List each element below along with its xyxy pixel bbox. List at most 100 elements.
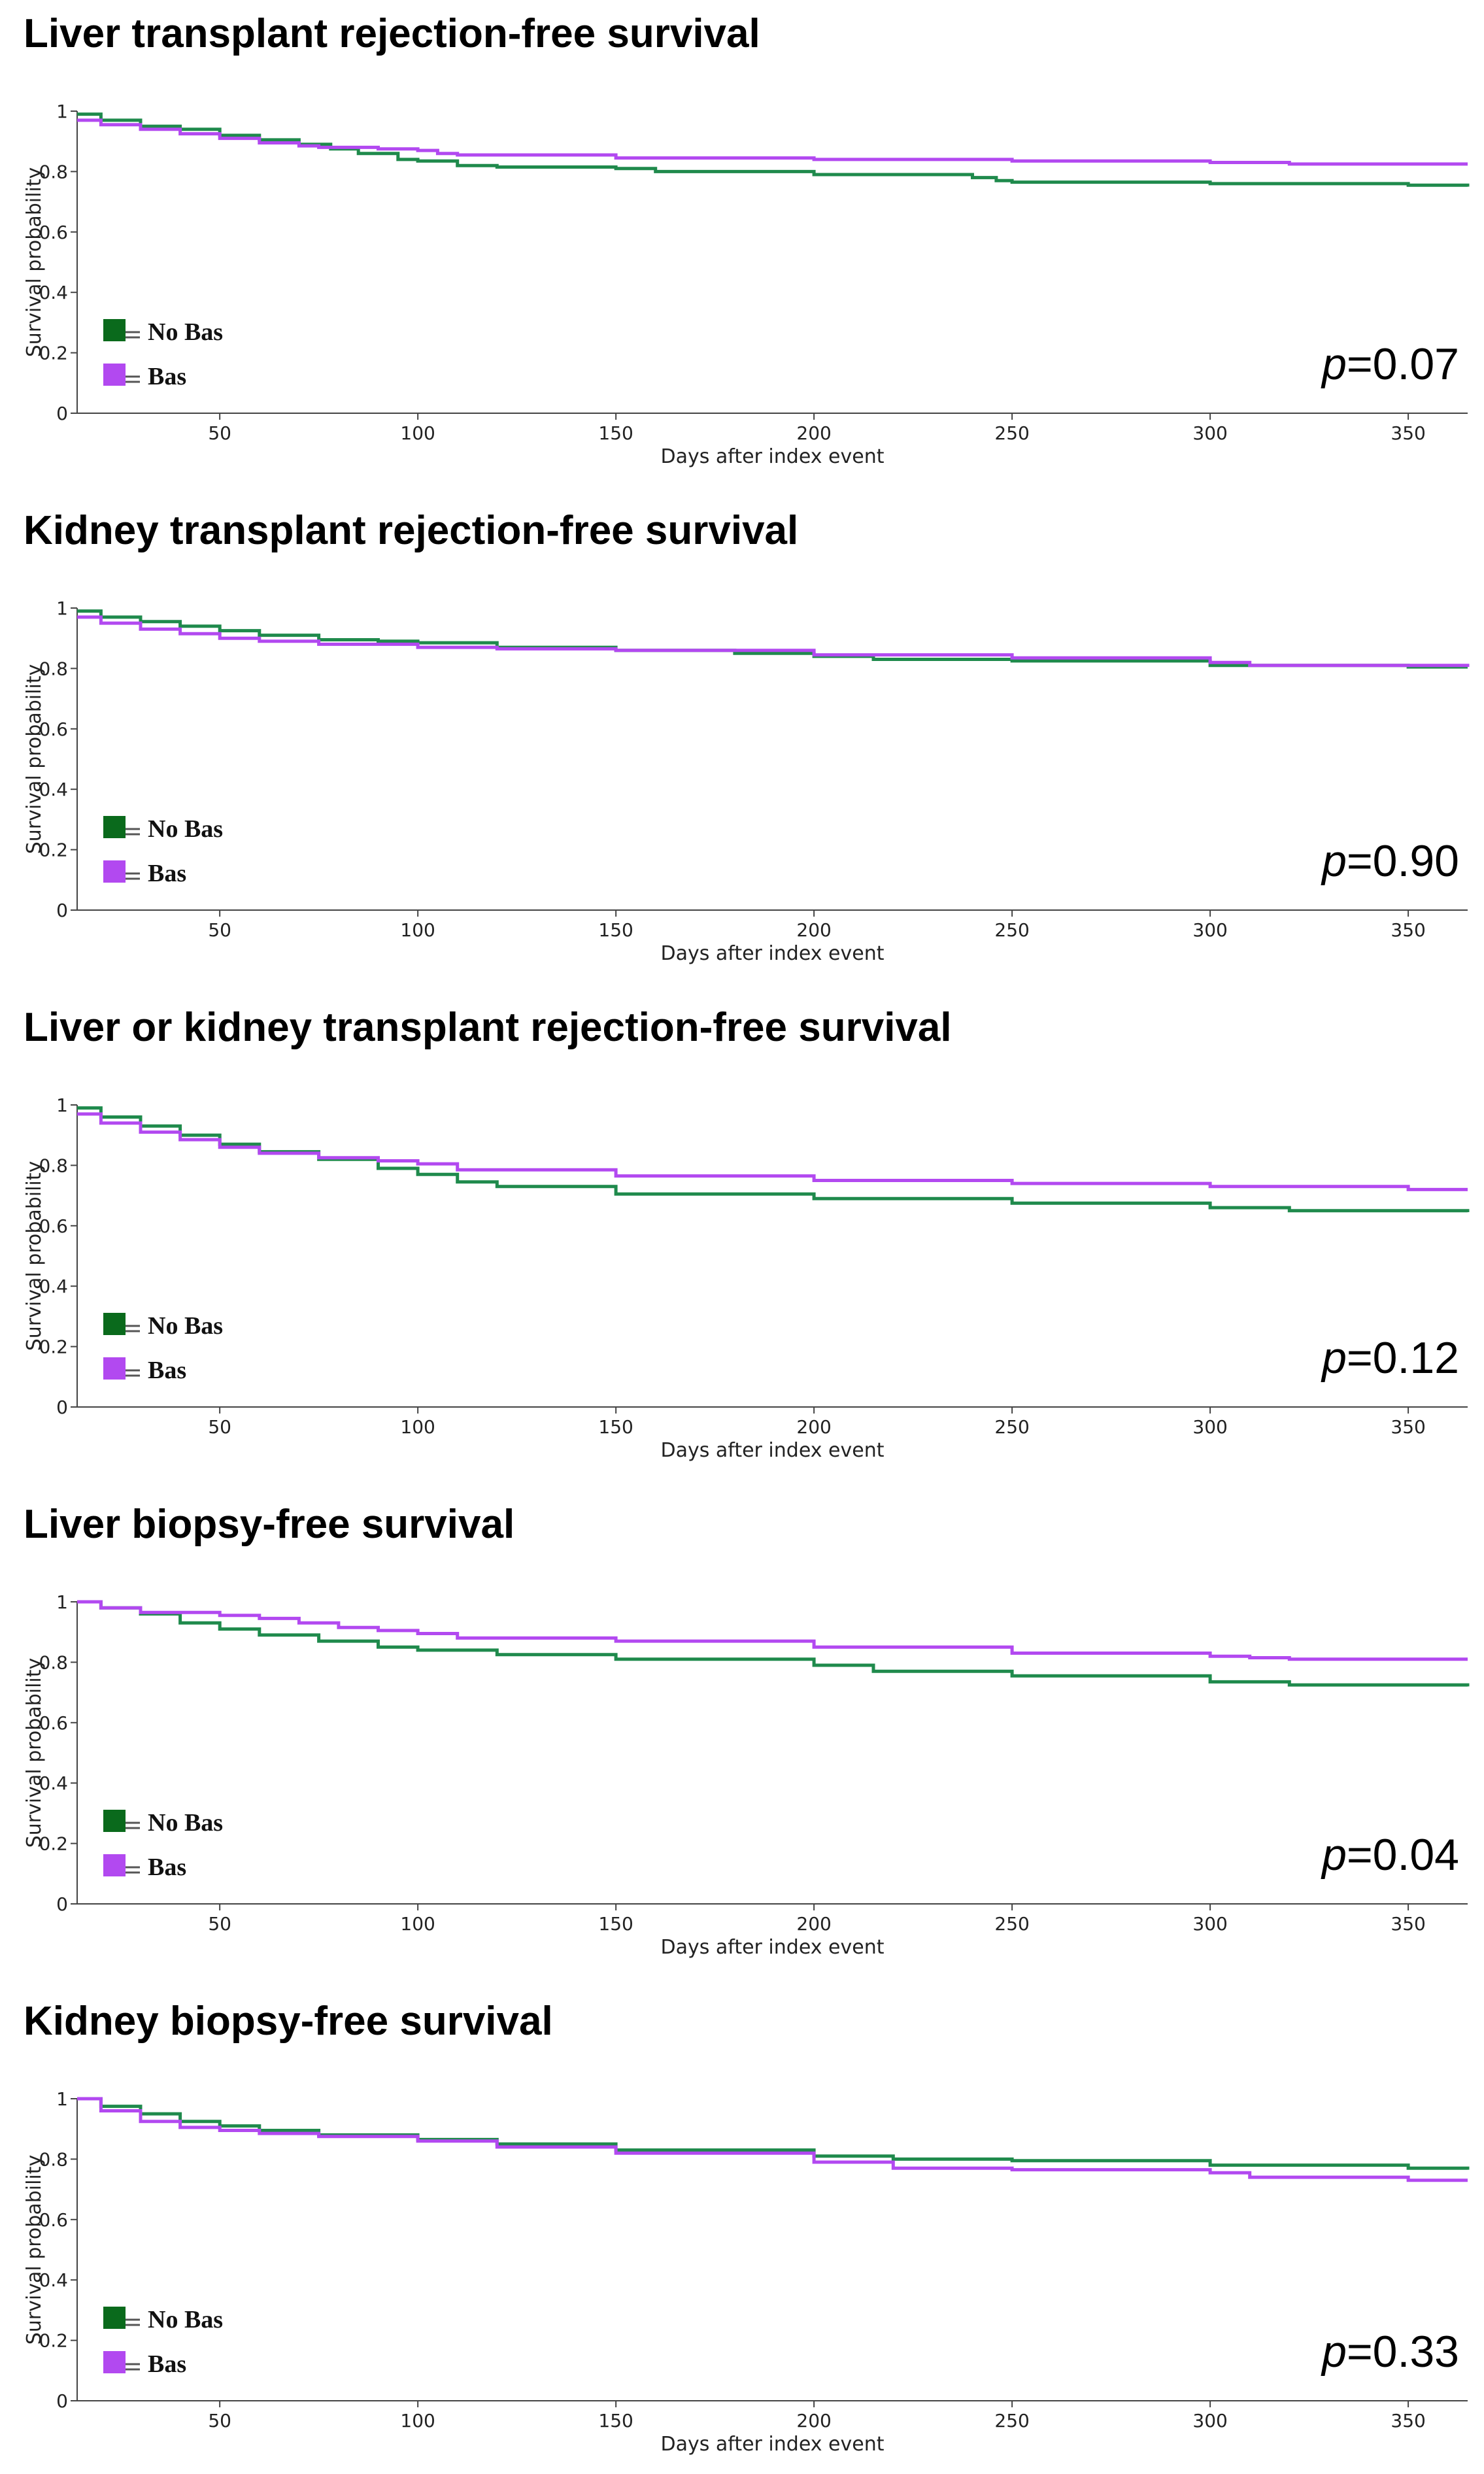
p-value-symbol: p	[1321, 339, 1347, 389]
legend-label-bas: Bas	[148, 860, 186, 887]
chart-title: Liver or kidney transplant rejection-fre…	[24, 1005, 952, 1050]
legend-label-no-bas: No Bas	[148, 815, 223, 843]
y-tick-label: 0	[56, 1893, 68, 1915]
x-tick-label: 350	[1391, 1416, 1425, 1438]
chart-title: Liver transplant rejection-free survival	[24, 11, 760, 56]
p-value-annotation: p=0.04	[1321, 1830, 1459, 1880]
y-tick-label: 1	[56, 101, 68, 122]
y-tick-label: 0.4	[39, 779, 68, 800]
y-tick-label: 0	[56, 900, 68, 921]
x-axis-label: Days after index event	[661, 1936, 885, 1959]
x-tick-label: 150	[598, 422, 633, 444]
x-tick-label: 250	[994, 2410, 1029, 2432]
x-tick-label: 250	[994, 1913, 1029, 1935]
chart-title: Kidney biopsy-free survival	[24, 1999, 553, 2044]
p-value-annotation: p=0.12	[1321, 1333, 1459, 1383]
p-value-number: =0.04	[1347, 1830, 1459, 1880]
y-tick-label: 0	[56, 2390, 68, 2412]
y-tick-label: 0.8	[39, 2148, 68, 2170]
x-tick-label: 200	[796, 1913, 831, 1935]
y-tick-label: 0.8	[39, 1155, 68, 1176]
x-tick-label: 100	[400, 1416, 435, 1438]
legend-swatch-bas	[103, 2351, 126, 2373]
p-value-number: =0.12	[1347, 1333, 1459, 1383]
x-tick-label: 300	[1192, 422, 1227, 444]
x-tick-label: 50	[208, 1416, 231, 1438]
y-tick-label: 1	[56, 598, 68, 619]
series-line-no-bas	[77, 609, 1468, 669]
x-tick-label: 100	[400, 422, 435, 444]
legend-label-no-bas: No Bas	[148, 1809, 223, 1837]
series-line-no-bas	[77, 1600, 1470, 1687]
legend-label-bas: Bas	[148, 1357, 186, 1384]
x-tick-label: 50	[208, 2410, 231, 2432]
p-value-number: =0.33	[1347, 2327, 1459, 2377]
y-axis-label: Survival probability	[23, 1658, 46, 1848]
y-tick-label: 1	[56, 1591, 68, 1613]
x-tick-label: 300	[1192, 1913, 1227, 1935]
y-axis-label: Survival probability	[23, 1161, 46, 1351]
x-axis-label: Days after index event	[661, 1439, 885, 1462]
y-tick-label: 0	[56, 1397, 68, 1418]
x-tick-label: 50	[208, 919, 231, 941]
x-tick-label: 150	[598, 919, 633, 941]
y-tick-label: 0.8	[39, 658, 68, 679]
x-tick-label: 150	[598, 1416, 633, 1438]
legend-label-bas: Bas	[148, 363, 186, 390]
y-tick-label: 0.2	[39, 1336, 68, 1358]
y-tick-label: 0.2	[39, 1833, 68, 1855]
x-tick-label: 100	[400, 1913, 435, 1935]
series-line-bas	[77, 1600, 1468, 1661]
legend-label-bas: Bas	[148, 2350, 186, 2378]
x-tick-label: 300	[1192, 919, 1227, 941]
chart-title: Kidney transplant rejection-free surviva…	[24, 508, 798, 553]
x-tick-label: 350	[1391, 919, 1425, 941]
chart-panel: Liver transplant rejection-free survival…	[23, 11, 1470, 468]
y-tick-label: 0.2	[39, 839, 68, 861]
x-tick-label: 200	[796, 1416, 831, 1438]
legend-label-no-bas: No Bas	[148, 2306, 223, 2333]
x-tick-label: 200	[796, 422, 831, 444]
p-value-annotation: p=0.33	[1321, 2327, 1459, 2377]
x-tick-label: 250	[994, 422, 1029, 444]
y-tick-label: 0.6	[39, 719, 68, 740]
y-tick-label: 1	[56, 2088, 68, 2110]
x-tick-label: 100	[400, 2410, 435, 2432]
legend-swatch-bas	[103, 1357, 126, 1380]
p-value-annotation: p=0.07	[1321, 339, 1459, 389]
y-tick-label: 0.4	[39, 1772, 68, 1794]
x-tick-label: 250	[994, 1416, 1029, 1438]
chart-panel: Liver or kidney transplant rejection-fre…	[23, 1005, 1470, 1462]
x-tick-label: 150	[598, 1913, 633, 1935]
p-value-symbol: p	[1321, 2327, 1347, 2377]
x-tick-label: 300	[1192, 1416, 1227, 1438]
series-line-bas	[77, 2097, 1468, 2182]
legend-swatch-bas	[103, 860, 126, 883]
y-tick-label: 0	[56, 403, 68, 424]
chart-panel: Kidney biopsy-free survival 50 100 150 200 25…	[23, 1999, 1470, 2456]
y-tick-label: 0.2	[39, 343, 68, 364]
legend-label-no-bas: No Bas	[148, 318, 223, 346]
legend-swatch-no-bas	[103, 319, 126, 341]
p-value-symbol: p	[1321, 836, 1347, 886]
y-tick-label: 0.8	[39, 161, 68, 182]
y-tick-label: 0.4	[39, 282, 68, 303]
y-axis-label: Survival probability	[23, 2155, 46, 2345]
y-tick-label: 0.6	[39, 1712, 68, 1734]
x-tick-label: 50	[208, 1913, 231, 1935]
y-tick-label: 0.4	[39, 1276, 68, 1297]
p-value-number: =0.07	[1347, 339, 1459, 389]
x-tick-label: 200	[796, 919, 831, 941]
y-tick-label: 0.6	[39, 2209, 68, 2231]
y-tick-label: 0.4	[39, 2269, 68, 2291]
chart-title: Liver biopsy-free survival	[24, 1502, 514, 1547]
x-tick-label: 350	[1391, 1913, 1425, 1935]
p-value-number: =0.90	[1347, 836, 1459, 886]
legend-swatch-no-bas	[103, 816, 126, 838]
y-tick-label: 0.6	[39, 1215, 68, 1237]
legend-swatch-bas	[103, 364, 126, 386]
p-value-annotation: p=0.90	[1321, 836, 1459, 886]
legend-swatch-no-bas	[103, 1810, 126, 1832]
x-tick-label: 300	[1192, 2410, 1227, 2432]
